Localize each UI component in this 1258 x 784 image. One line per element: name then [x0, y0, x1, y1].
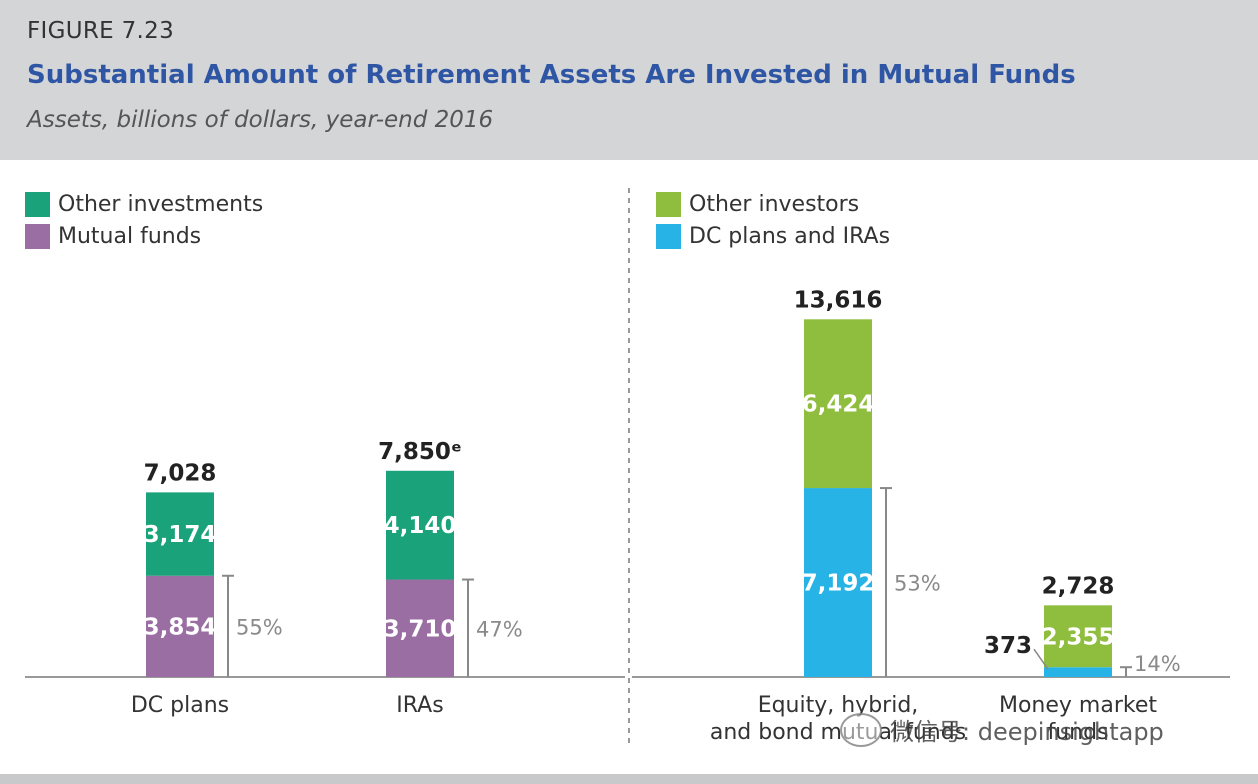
x-tick-label: funds: [1047, 720, 1108, 745]
bar-segment-other-investments: [146, 492, 214, 576]
bar-total-label: 13,616: [794, 287, 883, 313]
chart-title: Substantial Amount of Retirement Assets …: [27, 60, 1076, 90]
legend-swatch: [656, 191, 681, 217]
x-tick-label: IRAs: [396, 693, 443, 718]
share-percent-label: 53%: [894, 572, 941, 596]
share-percent-label: 14%: [1134, 652, 1181, 676]
bar-segment-dc-plans-and-iras: [1044, 667, 1112, 677]
bar-segment-dc-plans-and-iras: [804, 488, 872, 677]
chart-subtitle: Assets, billions of dollars, year-end 20…: [27, 107, 494, 133]
share-percent-label: 55%: [236, 615, 283, 639]
bar-value-label: 4,140: [384, 513, 457, 539]
legend-item-dc-plans-and-iras: DC plans and IRAs: [656, 223, 890, 249]
bar-segment-mutual-funds: [146, 575, 214, 677]
bar-value-label: 3,174: [144, 522, 217, 548]
bar-value-label: 2,355: [1042, 624, 1115, 650]
bar-total-label: 7,850ᵉ: [378, 439, 462, 465]
wechat-icon: [840, 712, 882, 747]
x-tick-label: Equity, hybrid,: [758, 693, 919, 718]
bar-value-label: 6,424: [802, 392, 875, 418]
legend-swatch: [25, 191, 50, 217]
legend-swatch: [25, 223, 50, 249]
bar-value-label: 7,192: [802, 571, 875, 597]
share-percent-label: 47%: [476, 617, 523, 641]
x-tick-label: and bond mutual funds: [710, 720, 966, 745]
legend-label: Mutual funds: [58, 223, 202, 249]
footer-bar: [0, 774, 1258, 784]
legend-label: DC plans and IRAs: [689, 223, 891, 249]
figure-label: FIGURE 7.23: [27, 18, 175, 44]
bar-total-label: 7,028: [144, 460, 217, 486]
bar-value-label: 3,710: [384, 616, 457, 642]
legend-label: Other investments: [58, 191, 264, 217]
bar-segment-other-investors: [804, 319, 872, 489]
x-tick-label: DC plans: [131, 693, 229, 718]
legend-label: Other investors: [689, 191, 860, 217]
bar-value-label: 373: [984, 633, 1032, 659]
bar-value-label: 3,854: [144, 614, 217, 640]
legend-item-mutual-funds: Mutual funds: [25, 223, 201, 249]
bar-total-label: 2,728: [1042, 573, 1115, 599]
label-leader-line: [1033, 648, 1049, 670]
watermark-text: 微信号: deepinsightapp: [890, 718, 1164, 746]
bar-segment-mutual-funds: [386, 579, 454, 677]
figure-header: FIGURE 7.23 Substantial Amount of Retire…: [0, 0, 1258, 160]
legend-swatch: [656, 223, 681, 249]
legend-item-other-investors: Other investors: [656, 191, 859, 217]
watermark: 微信号: deepinsightapp: [840, 712, 1164, 747]
bar-segment-other-investments: [386, 470, 454, 580]
legend-item-other-investments: Other investments: [25, 191, 263, 217]
x-tick-label: Money market: [999, 693, 1157, 718]
bar-segment-other-investors: [1044, 605, 1112, 668]
